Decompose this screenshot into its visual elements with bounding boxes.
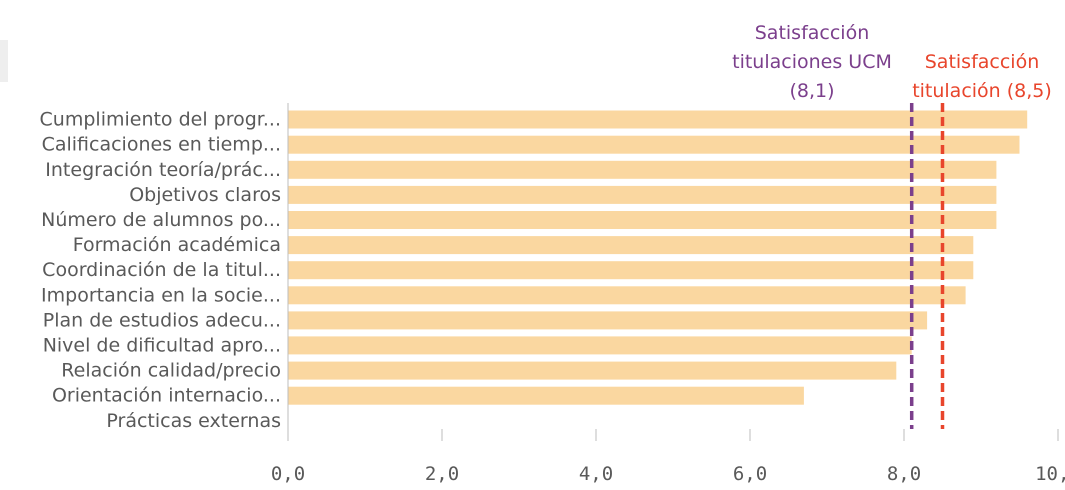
- bar: [288, 211, 997, 229]
- bar: [288, 236, 974, 255]
- bar: [288, 286, 966, 305]
- reference-line-label: Satisfacción titulación (8,5): [912, 51, 1052, 102]
- bar: [288, 386, 804, 405]
- bars-group: [288, 110, 1028, 405]
- category-label: Número de alumnos po...: [41, 209, 281, 231]
- bar: [288, 110, 1028, 129]
- bar: [288, 336, 912, 355]
- category-labels: Cumplimiento del progr... Calificaciones …: [40, 109, 281, 432]
- x-tick-label: 4,0: [579, 463, 613, 485]
- category-label: Integración teoría/prác...: [45, 159, 281, 181]
- x-tick-label: 6,0: [733, 463, 767, 485]
- bar: [288, 261, 974, 280]
- bar: [288, 135, 1020, 154]
- category-label: Formación académica: [73, 234, 281, 256]
- x-tick-label: 10,0: [1035, 463, 1065, 485]
- category-label: Importancia en la socie...: [41, 284, 281, 306]
- bar: [288, 361, 897, 380]
- left-edge-mark: [0, 40, 8, 82]
- category-label: Objetivos claros: [129, 184, 281, 206]
- category-label: Cumplimiento del progr...: [40, 109, 281, 131]
- bar: [288, 311, 928, 330]
- x-tick-label: 2,0: [425, 463, 459, 485]
- category-label: Prácticas externas: [106, 410, 281, 432]
- x-axis: 0,0 2,0 4,0 6,0 8,0 10,0: [271, 103, 1065, 485]
- category-label: Nivel de dificultad apro...: [43, 334, 281, 356]
- category-label: Orientación internacio...: [52, 385, 281, 407]
- x-tick-label: 8,0: [887, 463, 921, 485]
- category-label: Coordinación de la titul...: [42, 259, 281, 281]
- bar: [288, 185, 997, 204]
- bar: [288, 160, 997, 179]
- category-label: Plan de estudios adecu...: [43, 309, 281, 331]
- category-label: Relación calidad/precio: [61, 360, 281, 382]
- x-tick-label: 0,0: [271, 463, 305, 485]
- reference-line-label: Satisfacción titulaciones UCM (8,1): [732, 22, 892, 102]
- reference-lines: Satisfacción titulaciones UCM (8,1) Satisfa…: [732, 22, 1052, 429]
- category-label: Calificaciones en tiemp...: [42, 134, 281, 156]
